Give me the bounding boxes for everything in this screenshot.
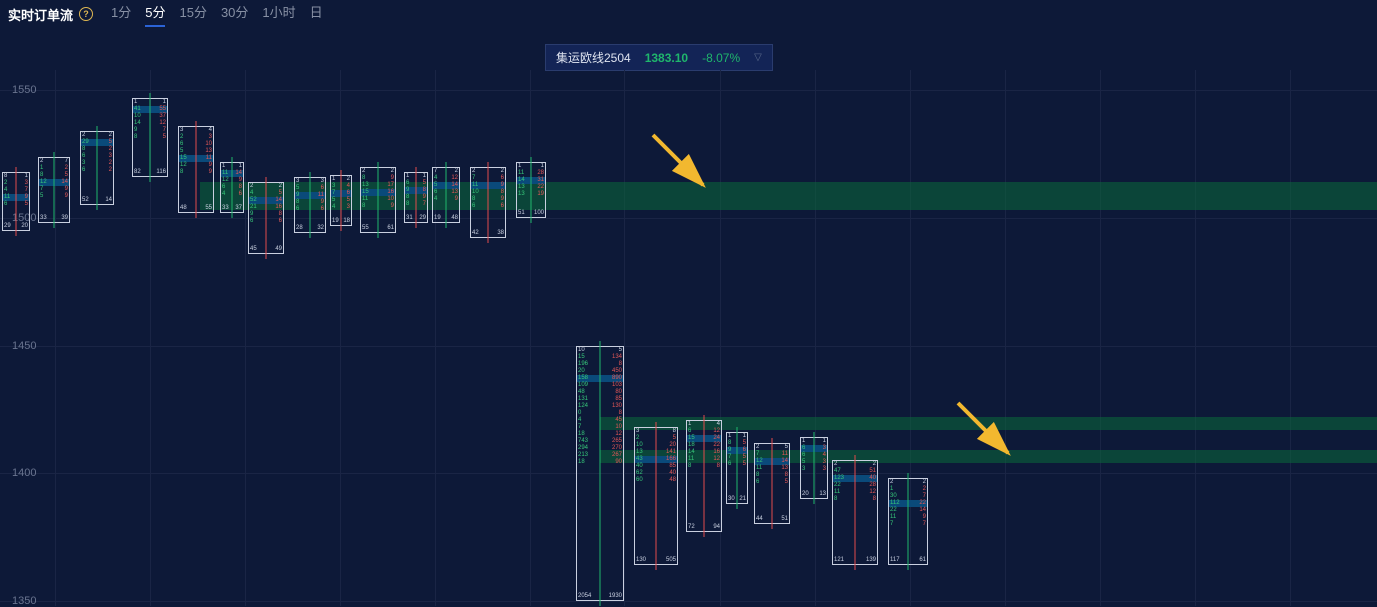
gridline-v xyxy=(340,70,341,606)
y-axis-label: 1400 xyxy=(12,467,36,479)
timeframe-5分[interactable]: 5分 xyxy=(145,2,165,27)
gridline-h xyxy=(0,346,1377,347)
footprint-candle[interactable]: 22123071122222141197711761 xyxy=(888,478,928,565)
candle-wick xyxy=(855,455,856,570)
footprint-candle[interactable]: 11111412968463337 xyxy=(220,162,244,213)
y-axis-label: 1350 xyxy=(12,595,36,607)
timeframe-bar: 1分 5分 15分 30分 1小时日 xyxy=(111,2,323,27)
candle-wick xyxy=(196,121,197,218)
gridline-v xyxy=(245,70,246,606)
instrument-name: 集运欧线2504 xyxy=(556,49,631,66)
candle-wick xyxy=(97,126,98,210)
candle-wick xyxy=(814,432,815,503)
candle-wick xyxy=(16,167,17,236)
chevron-down-icon: ▽ xyxy=(754,52,762,63)
candle-wick xyxy=(150,93,151,182)
footprint-candle[interactable]: 257111214111388654451 xyxy=(754,443,790,525)
candle-wick xyxy=(737,427,738,508)
instrument-pct: -8.07% xyxy=(702,51,740,65)
footprint-candle[interactable]: 1051513419682045015889010910348801318512… xyxy=(576,346,624,601)
footprint-candle[interactable]: 11859675653021 xyxy=(726,432,748,503)
gridline-v xyxy=(624,70,625,606)
footprint-candle[interactable]: 11659889873129 xyxy=(404,172,428,223)
gridline-v xyxy=(1290,70,1291,606)
gridline-v xyxy=(1100,70,1101,606)
candle-wick xyxy=(488,162,489,243)
candle-wick xyxy=(310,172,311,238)
footprint-candle[interactable]: 22295826332625214 xyxy=(80,131,114,205)
footprint-candle[interactable]: 812347119652920 xyxy=(2,172,30,231)
instrument-selector[interactable]: 集运欧线2504 1383.10 -8.07% ▽ xyxy=(545,44,773,71)
candle-wick xyxy=(446,162,447,228)
footprint-candle[interactable]: 11636453332013 xyxy=(800,437,828,498)
chart-title-text: 实时订单流 xyxy=(8,5,73,24)
gridline-v xyxy=(1005,70,1006,606)
candle-wick xyxy=(908,473,909,570)
timeframe-1分[interactable]: 1分 xyxy=(111,2,131,27)
footprint-candle[interactable]: 72412514613491948 xyxy=(432,167,460,223)
y-axis-label: 1450 xyxy=(12,340,36,352)
help-icon[interactable]: ? xyxy=(79,7,93,21)
candle-wick xyxy=(54,152,55,228)
gridline-v xyxy=(435,70,436,606)
timeframe-日[interactable]: 日 xyxy=(310,2,323,27)
footprint-chart[interactable]: 1350140014501500155081234711965292027128… xyxy=(0,70,1377,606)
gridline-h xyxy=(0,90,1377,91)
chart-title: 实时订单流 ? xyxy=(8,5,93,24)
gridline-v xyxy=(530,70,531,606)
candle-wick xyxy=(704,415,705,537)
candle-wick xyxy=(531,157,532,223)
timeframe-15分[interactable]: 15分 xyxy=(179,2,206,27)
annotation-arrow xyxy=(645,127,715,197)
candle-wick xyxy=(656,422,657,570)
footprint-candle[interactable]: 224751123402228111288121139 xyxy=(832,460,878,565)
timeframe-30分[interactable]: 30分 xyxy=(221,2,248,27)
candle-wick xyxy=(378,162,379,238)
gridline-v xyxy=(1195,70,1196,606)
candle-wick xyxy=(232,157,233,218)
gridline-h xyxy=(0,601,1377,602)
candle-wick xyxy=(266,177,267,258)
chart-header: 实时订单流 ? 1分 5分 15分 30分 1小时日 xyxy=(0,0,1377,28)
candle-wick xyxy=(772,438,773,530)
gridline-v xyxy=(815,70,816,606)
annotation-arrow xyxy=(950,395,1020,465)
footprint-candle[interactable]: 22455214211698664549 xyxy=(248,182,284,253)
timeframe-1小时[interactable]: 1小时 xyxy=(262,2,295,27)
gridline-h xyxy=(0,218,1377,219)
footprint-candle[interactable]: 11415510371412978582116 xyxy=(132,98,168,177)
footprint-candle[interactable]: 227611910889664238 xyxy=(470,167,506,238)
footprint-candle[interactable]: 382510201314143166408562406048130505 xyxy=(634,427,678,565)
y-axis-label: 1550 xyxy=(12,84,36,96)
footprint-candle[interactable]: 2289131715161110895561 xyxy=(360,167,396,233)
footprint-candle[interactable]: 12347655431918 xyxy=(330,175,352,226)
instrument-price: 1383.10 xyxy=(645,51,688,65)
footprint-candle[interactable]: 34236105131511129894855 xyxy=(178,126,214,213)
candle-wick xyxy=(600,341,601,606)
candle-wick xyxy=(416,167,417,228)
candle-wick xyxy=(341,170,342,231)
footprint-candle[interactable]: 335691189662832 xyxy=(294,177,326,233)
gridline-v xyxy=(55,70,56,606)
footprint-candle[interactable]: 146121524182214161112887294 xyxy=(686,420,722,532)
footprint-candle[interactable]: 271285121479593339 xyxy=(38,157,70,223)
footprint-candle[interactable]: 11112814311322131951100 xyxy=(516,162,546,218)
